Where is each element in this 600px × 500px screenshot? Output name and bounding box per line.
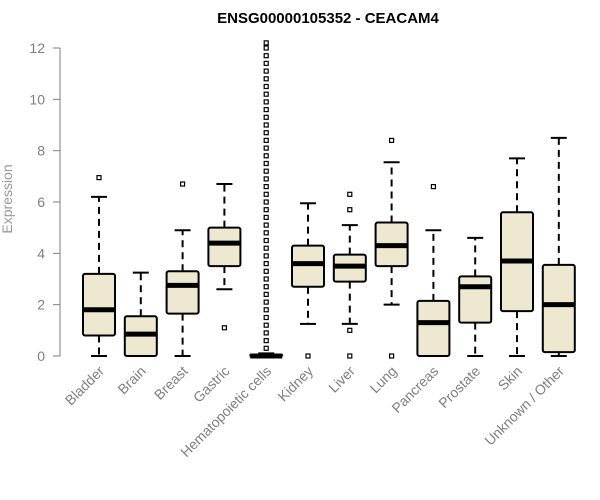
box-group [123, 271, 158, 358]
box-group [249, 40, 284, 359]
outlier-point [263, 230, 269, 236]
box-group [541, 136, 576, 357]
outlier-point [263, 276, 269, 282]
box-iqr [291, 244, 325, 288]
outlier-point [263, 137, 269, 143]
outlier-point [263, 245, 269, 251]
outlier-point [263, 237, 269, 244]
outlier-point [263, 91, 269, 97]
box-group [500, 157, 534, 357]
box-iqr [165, 270, 200, 315]
outlier-point [263, 268, 269, 274]
x-tick-label: Brain [114, 363, 148, 397]
outlier-point [263, 314, 269, 321]
outlier-point [263, 253, 269, 259]
outlier-point [263, 338, 269, 344]
y-tick-label: 0 [37, 348, 45, 364]
outlier-point [263, 184, 269, 190]
x-tick-label: Prostate [435, 363, 483, 411]
outlier-point [263, 114, 269, 120]
outlier-point [263, 106, 269, 113]
outlier-point [263, 191, 269, 197]
outlier-point [347, 191, 353, 197]
x-tick-label: Liver [325, 363, 358, 396]
outlier-point [263, 153, 269, 159]
y-axis: 0 2 4 6 8 10 12 [29, 40, 61, 364]
outlier-point [263, 299, 269, 305]
x-tick-label: Breast [151, 363, 191, 403]
box-group [332, 191, 367, 359]
box-iqr [82, 272, 116, 337]
x-tick-label: Kidney [275, 363, 317, 405]
outlier-point [263, 207, 269, 213]
outlier-point [263, 68, 269, 74]
outlier-point [347, 327, 353, 333]
y-tick-label: 10 [29, 91, 45, 107]
outlier-point [263, 83, 269, 90]
outlier-point [263, 261, 269, 267]
box-group [416, 184, 451, 358]
x-tick-label: Skin [495, 363, 526, 394]
outlier-point [263, 40, 269, 46]
box-group [207, 183, 242, 331]
outlier-point [263, 307, 269, 313]
outlier-point [263, 76, 269, 82]
outlier-point [389, 137, 395, 143]
box-iqr [541, 263, 576, 354]
box-group [165, 181, 200, 357]
outlier-point [263, 322, 269, 328]
outlier-point [263, 330, 269, 336]
y-tick-label: 8 [37, 143, 45, 159]
y-tick-label: 6 [37, 194, 45, 210]
outlier-point [221, 325, 227, 331]
outlier-point [263, 45, 269, 51]
box-group [291, 202, 325, 359]
outlier-point [263, 99, 269, 105]
outlier-point [263, 284, 269, 290]
y-tick-label: 12 [29, 40, 45, 56]
y-tick-label: 2 [37, 297, 45, 313]
outlier-point [263, 53, 269, 59]
outlier-point [263, 130, 269, 136]
box-iqr [416, 299, 451, 358]
outlier-point [263, 60, 269, 67]
chart-title: ENSG00000105352 - CEACAM4 [217, 10, 439, 27]
outlier-point [263, 291, 269, 297]
x-tick-label: Bladder [62, 363, 108, 409]
outlier-point [263, 345, 269, 351]
box-group [374, 137, 409, 359]
outlier-point [263, 122, 269, 128]
box-group [82, 175, 116, 357]
y-axis-label: Expression [0, 164, 15, 233]
outlier-point [263, 145, 269, 151]
y-tick-label: 4 [37, 245, 45, 261]
outlier-point [347, 353, 353, 359]
outlier-point [347, 207, 353, 213]
box-iqr [207, 226, 242, 268]
outlier-point [430, 184, 436, 190]
outlier-point [263, 176, 269, 182]
outlier-point [180, 181, 186, 187]
outlier-point [263, 222, 269, 228]
x-tick-label: Unknown / Other [481, 363, 567, 449]
outlier-point [389, 353, 395, 359]
outlier-point [263, 214, 269, 220]
outlier-point [305, 353, 311, 359]
outlier-point [96, 175, 102, 181]
x-tick-label: Lung [366, 363, 399, 396]
box-group [458, 236, 493, 357]
box-iqr [458, 275, 493, 324]
outlier-point [263, 160, 269, 167]
outlier-point [263, 199, 269, 205]
box-series [82, 40, 576, 359]
outlier-point [263, 168, 269, 174]
